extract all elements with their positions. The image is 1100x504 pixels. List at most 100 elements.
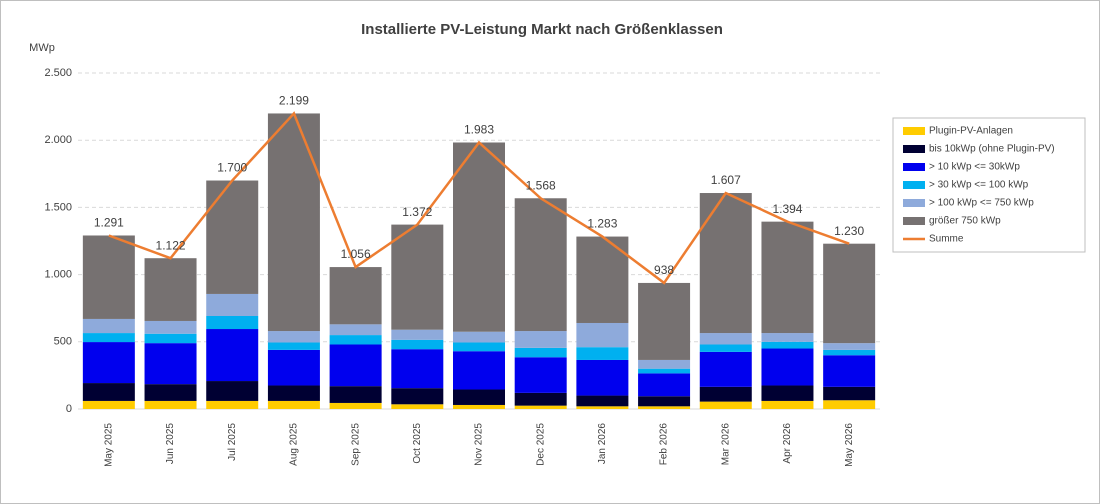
bar-segment [576, 395, 629, 407]
bar-segment [453, 351, 505, 390]
data-label: 1.394 [772, 202, 802, 216]
legend-label: Summe [929, 234, 964, 245]
data-label: 2.199 [279, 94, 309, 108]
bar-segment [576, 347, 629, 360]
bar-segment [823, 400, 876, 409]
bar-segment [699, 193, 752, 334]
bar-segment [391, 404, 444, 409]
data-label: 1.983 [464, 123, 494, 137]
data-label: 1.230 [834, 224, 864, 238]
line-series [108, 111, 850, 285]
bar-segment [144, 384, 197, 401]
bar-segment [267, 400, 320, 409]
legend-label: bis 10kWp (ohne Plugin-PV) [929, 144, 1055, 155]
y-tick-label: 500 [54, 336, 72, 348]
bar-segment [761, 341, 814, 349]
x-tick-label: Jul 2025 [227, 423, 238, 461]
bar-segment [82, 342, 135, 384]
bar-segment [453, 342, 505, 352]
bar-segment [576, 406, 629, 409]
legend-label: > 10 kWp <= 30kWp [929, 162, 1020, 173]
legend-swatch [903, 199, 925, 207]
bar-segment [267, 113, 320, 332]
bar-segment [699, 401, 752, 409]
bar-segment [82, 318, 135, 334]
x-tick-label: Aug 2025 [289, 423, 300, 466]
bar-segment [638, 359, 691, 369]
bar-segment [144, 258, 197, 321]
data-label: 1.291 [94, 216, 124, 230]
bar-segment [638, 282, 691, 360]
bar-segment [82, 235, 135, 319]
legend-label: Plugin-PV-Anlagen [929, 126, 1013, 137]
legend-label: > 100 kWp <= 750 kWp [929, 198, 1034, 209]
bar-segment [453, 404, 505, 409]
bar-segment [453, 389, 505, 405]
bar-segment [576, 322, 629, 348]
y-tick-label: 2.500 [44, 67, 72, 79]
x-tick-label: May 2025 [103, 423, 114, 467]
bar-segment [823, 343, 876, 350]
bar-segment [638, 373, 691, 397]
y-tick-label: 1.500 [44, 201, 72, 213]
bar-segment [699, 351, 752, 387]
bar-segment [267, 331, 320, 343]
x-tick-label: Jun 2025 [165, 423, 176, 465]
bar-segment [761, 221, 814, 334]
x-tick-label: Apr 2026 [782, 423, 793, 464]
bar-segment [144, 343, 197, 385]
legend-swatch [903, 181, 925, 189]
bar-segment [206, 180, 259, 294]
x-tick-label: Sep 2025 [350, 423, 361, 466]
bar-segment [823, 349, 876, 356]
legend-swatch [903, 217, 925, 225]
bar-segment [699, 386, 752, 402]
data-label: 1.607 [711, 173, 741, 187]
bar-segment [761, 333, 814, 342]
y-axis-label: MWp [29, 42, 55, 54]
bar-segment [391, 224, 444, 330]
bar-segment [761, 385, 814, 401]
bar-segment [391, 329, 444, 340]
bar-segment [823, 243, 876, 344]
bar-segment [329, 335, 382, 345]
data-label: 1.700 [217, 161, 247, 175]
bar-segment [761, 400, 814, 409]
bar-segment [206, 293, 259, 316]
bar-segment [514, 198, 567, 332]
data-label: 938 [654, 263, 674, 277]
bar-segment [638, 406, 691, 409]
bar-segment [267, 349, 320, 386]
y-tick-label: 0 [66, 403, 72, 415]
data-label: 1.122 [156, 238, 186, 252]
x-tick-label: May 2026 [844, 423, 855, 467]
bar-segment [144, 320, 197, 334]
bar-segment [82, 333, 135, 343]
data-label: 1.372 [402, 205, 432, 219]
bar-segment [329, 344, 382, 387]
bar-segment [206, 400, 259, 409]
legend-swatch [903, 163, 925, 171]
data-label: 1.568 [526, 178, 556, 192]
chart-title: Installierte PV-Leistung Markt nach Größ… [361, 21, 723, 38]
data-label: 1.283 [587, 217, 617, 231]
bar-segment [144, 400, 197, 409]
bar-segment [453, 331, 505, 343]
bar-segment [144, 333, 197, 344]
bar-segment [453, 142, 505, 332]
bar-segment [82, 383, 135, 401]
bar-segment [329, 402, 382, 409]
x-tick-label: Mar 2026 [720, 423, 731, 466]
y-tick-label: 2.000 [44, 134, 72, 146]
bar-segment [514, 347, 567, 358]
bar-segment [267, 342, 320, 350]
x-tick-label: Nov 2025 [474, 423, 485, 466]
bar-segment [699, 333, 752, 345]
bar-segment [82, 400, 135, 409]
bar-segment [206, 329, 259, 382]
bar-segment [699, 344, 752, 352]
bar-segment [514, 392, 567, 406]
legend-label: größer 750 kWp [929, 216, 1001, 227]
x-tick-label: Oct 2025 [412, 423, 423, 464]
